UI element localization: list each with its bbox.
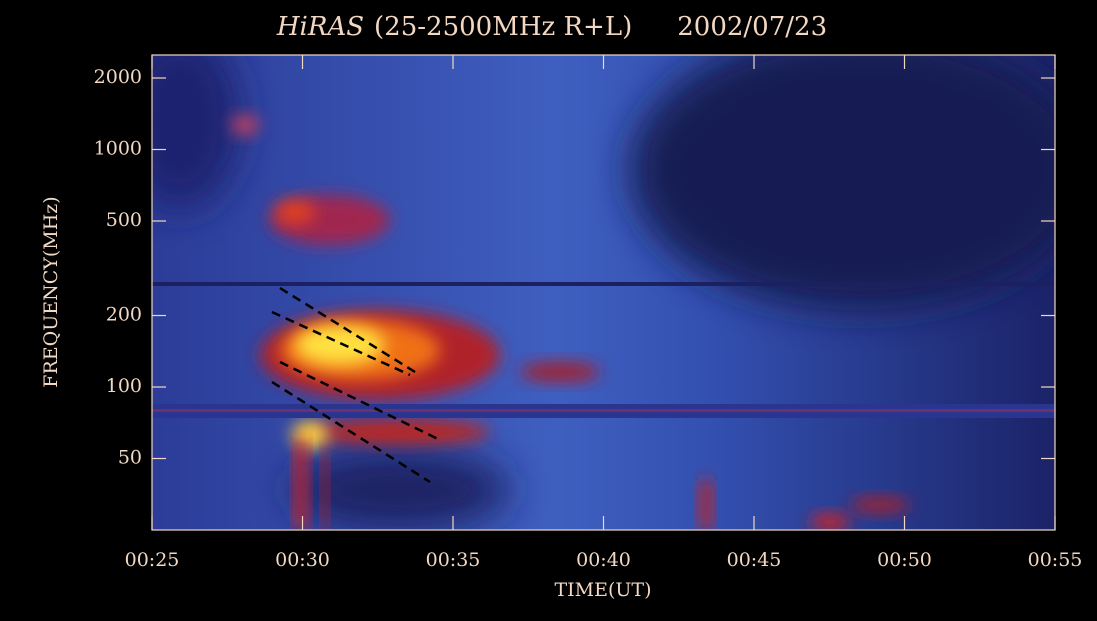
x-axis-label: TIME(UT) (554, 579, 651, 601)
spectrum-burst (295, 440, 307, 530)
spectrum-burst (810, 514, 850, 530)
x-tick-label: 00:40 (576, 549, 631, 571)
y-tick-label: 1000 (94, 138, 142, 160)
spectrum-dark (630, 30, 1090, 310)
y-tick-label: 100 (106, 375, 142, 397)
spectrogram-image (120, 30, 1090, 530)
x-tick-label: 00:35 (426, 549, 481, 571)
y-tick-label: 500 (106, 209, 142, 231)
spectrum-band (152, 282, 1055, 286)
spectrum-burst (700, 480, 712, 530)
y-tick-label: 200 (106, 304, 142, 326)
title-date: 2002/07/23 (677, 12, 827, 42)
spectrum-burst (322, 450, 328, 530)
y-axis-label: FREQUENCY(MHz) (40, 196, 62, 387)
y-tick-label: 2000 (94, 66, 142, 88)
spectrum-burst (231, 115, 259, 135)
x-tick-label: 00:55 (1028, 549, 1083, 571)
title-range: (25-2500MHz R+L) (374, 12, 632, 42)
x-tick-label: 00:30 (275, 549, 330, 571)
x-tick-label: 00:25 (125, 549, 180, 571)
x-tick-label: 00:50 (877, 549, 932, 571)
spectrum-burst (850, 497, 910, 513)
chart: HiRAS (25-2500MHz R+L) 2002/07/23 TIME(UT)… (0, 0, 1097, 621)
x-tick-label: 00:45 (727, 549, 782, 571)
chart-title: HiRAS (25-2500MHz R+L) 2002/07/23 (276, 12, 827, 42)
title-name: HiRAS (276, 12, 364, 42)
y-tick-label: 50 (118, 447, 142, 469)
spectrum-band (152, 409, 1055, 412)
spectrum-burst (275, 200, 315, 224)
spectrum-burst (520, 362, 600, 382)
